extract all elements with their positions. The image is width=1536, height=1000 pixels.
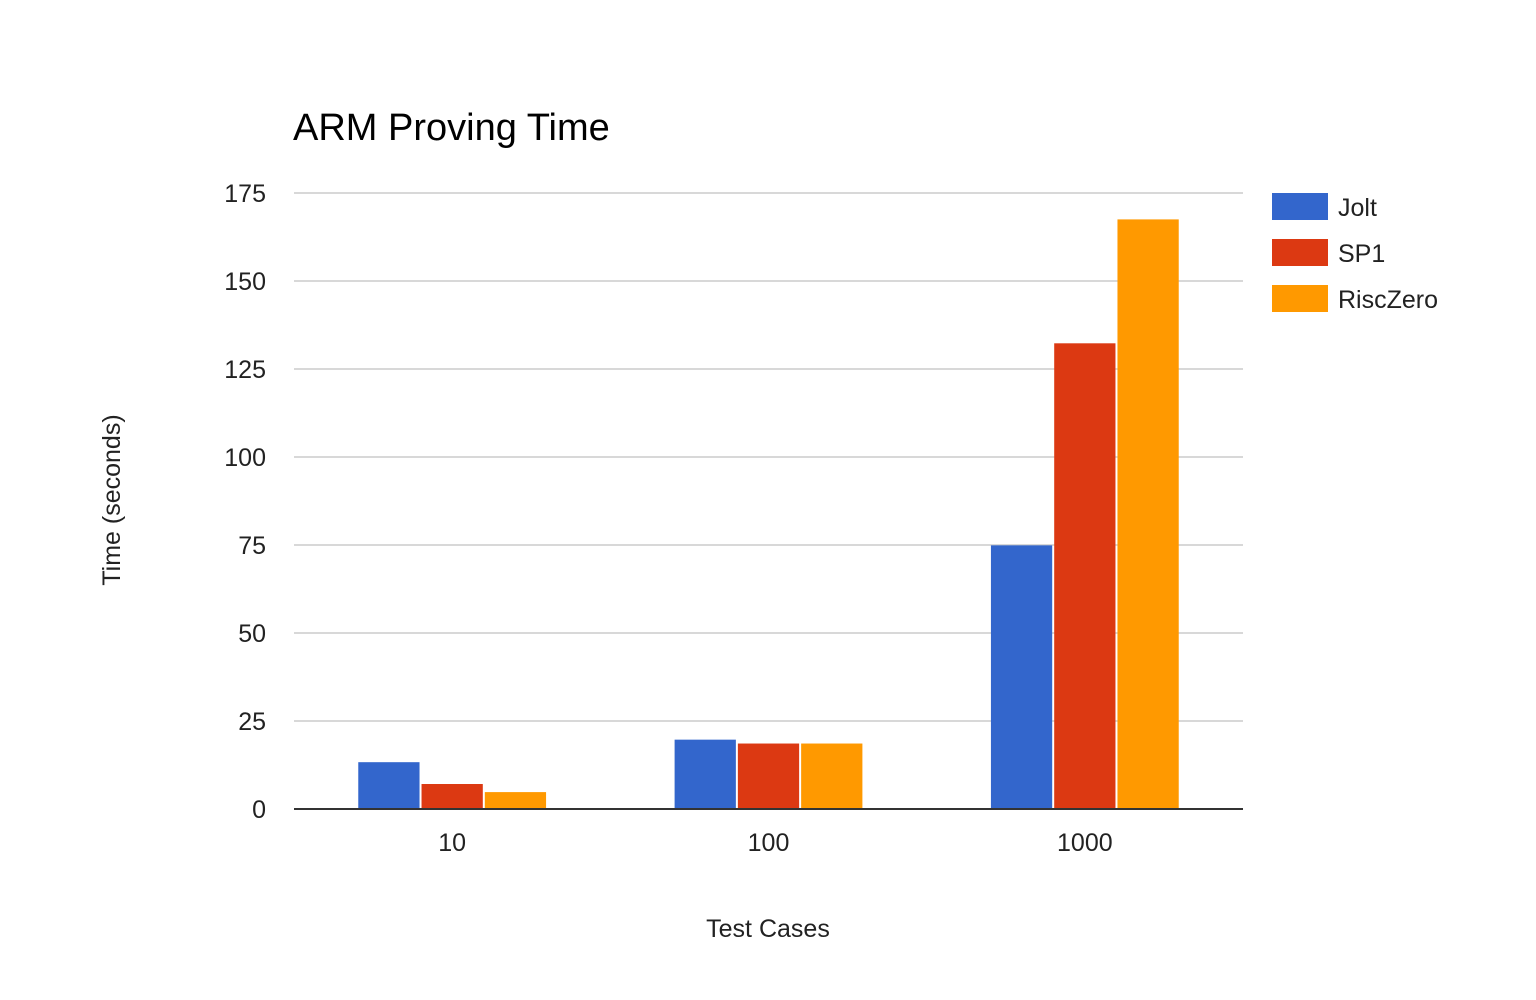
bar-risczero-1000: [1117, 219, 1179, 809]
bar-sp1-10: [421, 784, 483, 809]
x-tick-label: 100: [748, 829, 790, 857]
y-axis-ticks: 0 25 50 75 100 125 150 175: [224, 180, 266, 824]
legend: Jolt SP1 RiscZero: [1272, 193, 1438, 314]
x-axis-label: Test Cases: [706, 915, 830, 943]
bars: [358, 219, 1179, 809]
x-tick-label: 10: [438, 829, 466, 857]
y-tick-label: 25: [238, 708, 266, 736]
legend-swatch-jolt: [1272, 193, 1328, 220]
legend-label-jolt: Jolt: [1338, 194, 1377, 222]
y-tick-label: 150: [224, 268, 266, 296]
x-axis-ticks: 10 100 1000: [438, 829, 1112, 857]
y-tick-label: 50: [238, 620, 266, 648]
y-tick-label: 0: [252, 796, 266, 824]
chart-title: ARM Proving Time: [293, 107, 610, 149]
y-tick-label: 100: [224, 444, 266, 472]
bar-sp1-1000: [1054, 343, 1116, 809]
bar-risczero-10: [484, 792, 547, 809]
gridlines: [294, 192, 1243, 722]
y-axis-label: Time (seconds): [98, 414, 126, 585]
y-tick-label: 125: [224, 356, 266, 384]
y-tick-label: 75: [238, 532, 266, 560]
x-tick-label: 1000: [1057, 829, 1113, 857]
legend-swatch-risczero: [1272, 285, 1328, 312]
bar-jolt-1000: [990, 545, 1053, 809]
bar-jolt-10: [358, 762, 420, 809]
legend-swatch-sp1: [1272, 239, 1328, 266]
bar-risczero-100: [801, 743, 863, 809]
bar-jolt-100: [674, 739, 736, 809]
legend-label-sp1: SP1: [1338, 240, 1385, 268]
bar-sp1-100: [737, 743, 800, 809]
legend-label-risczero: RiscZero: [1338, 286, 1438, 314]
y-tick-label: 175: [224, 180, 266, 208]
